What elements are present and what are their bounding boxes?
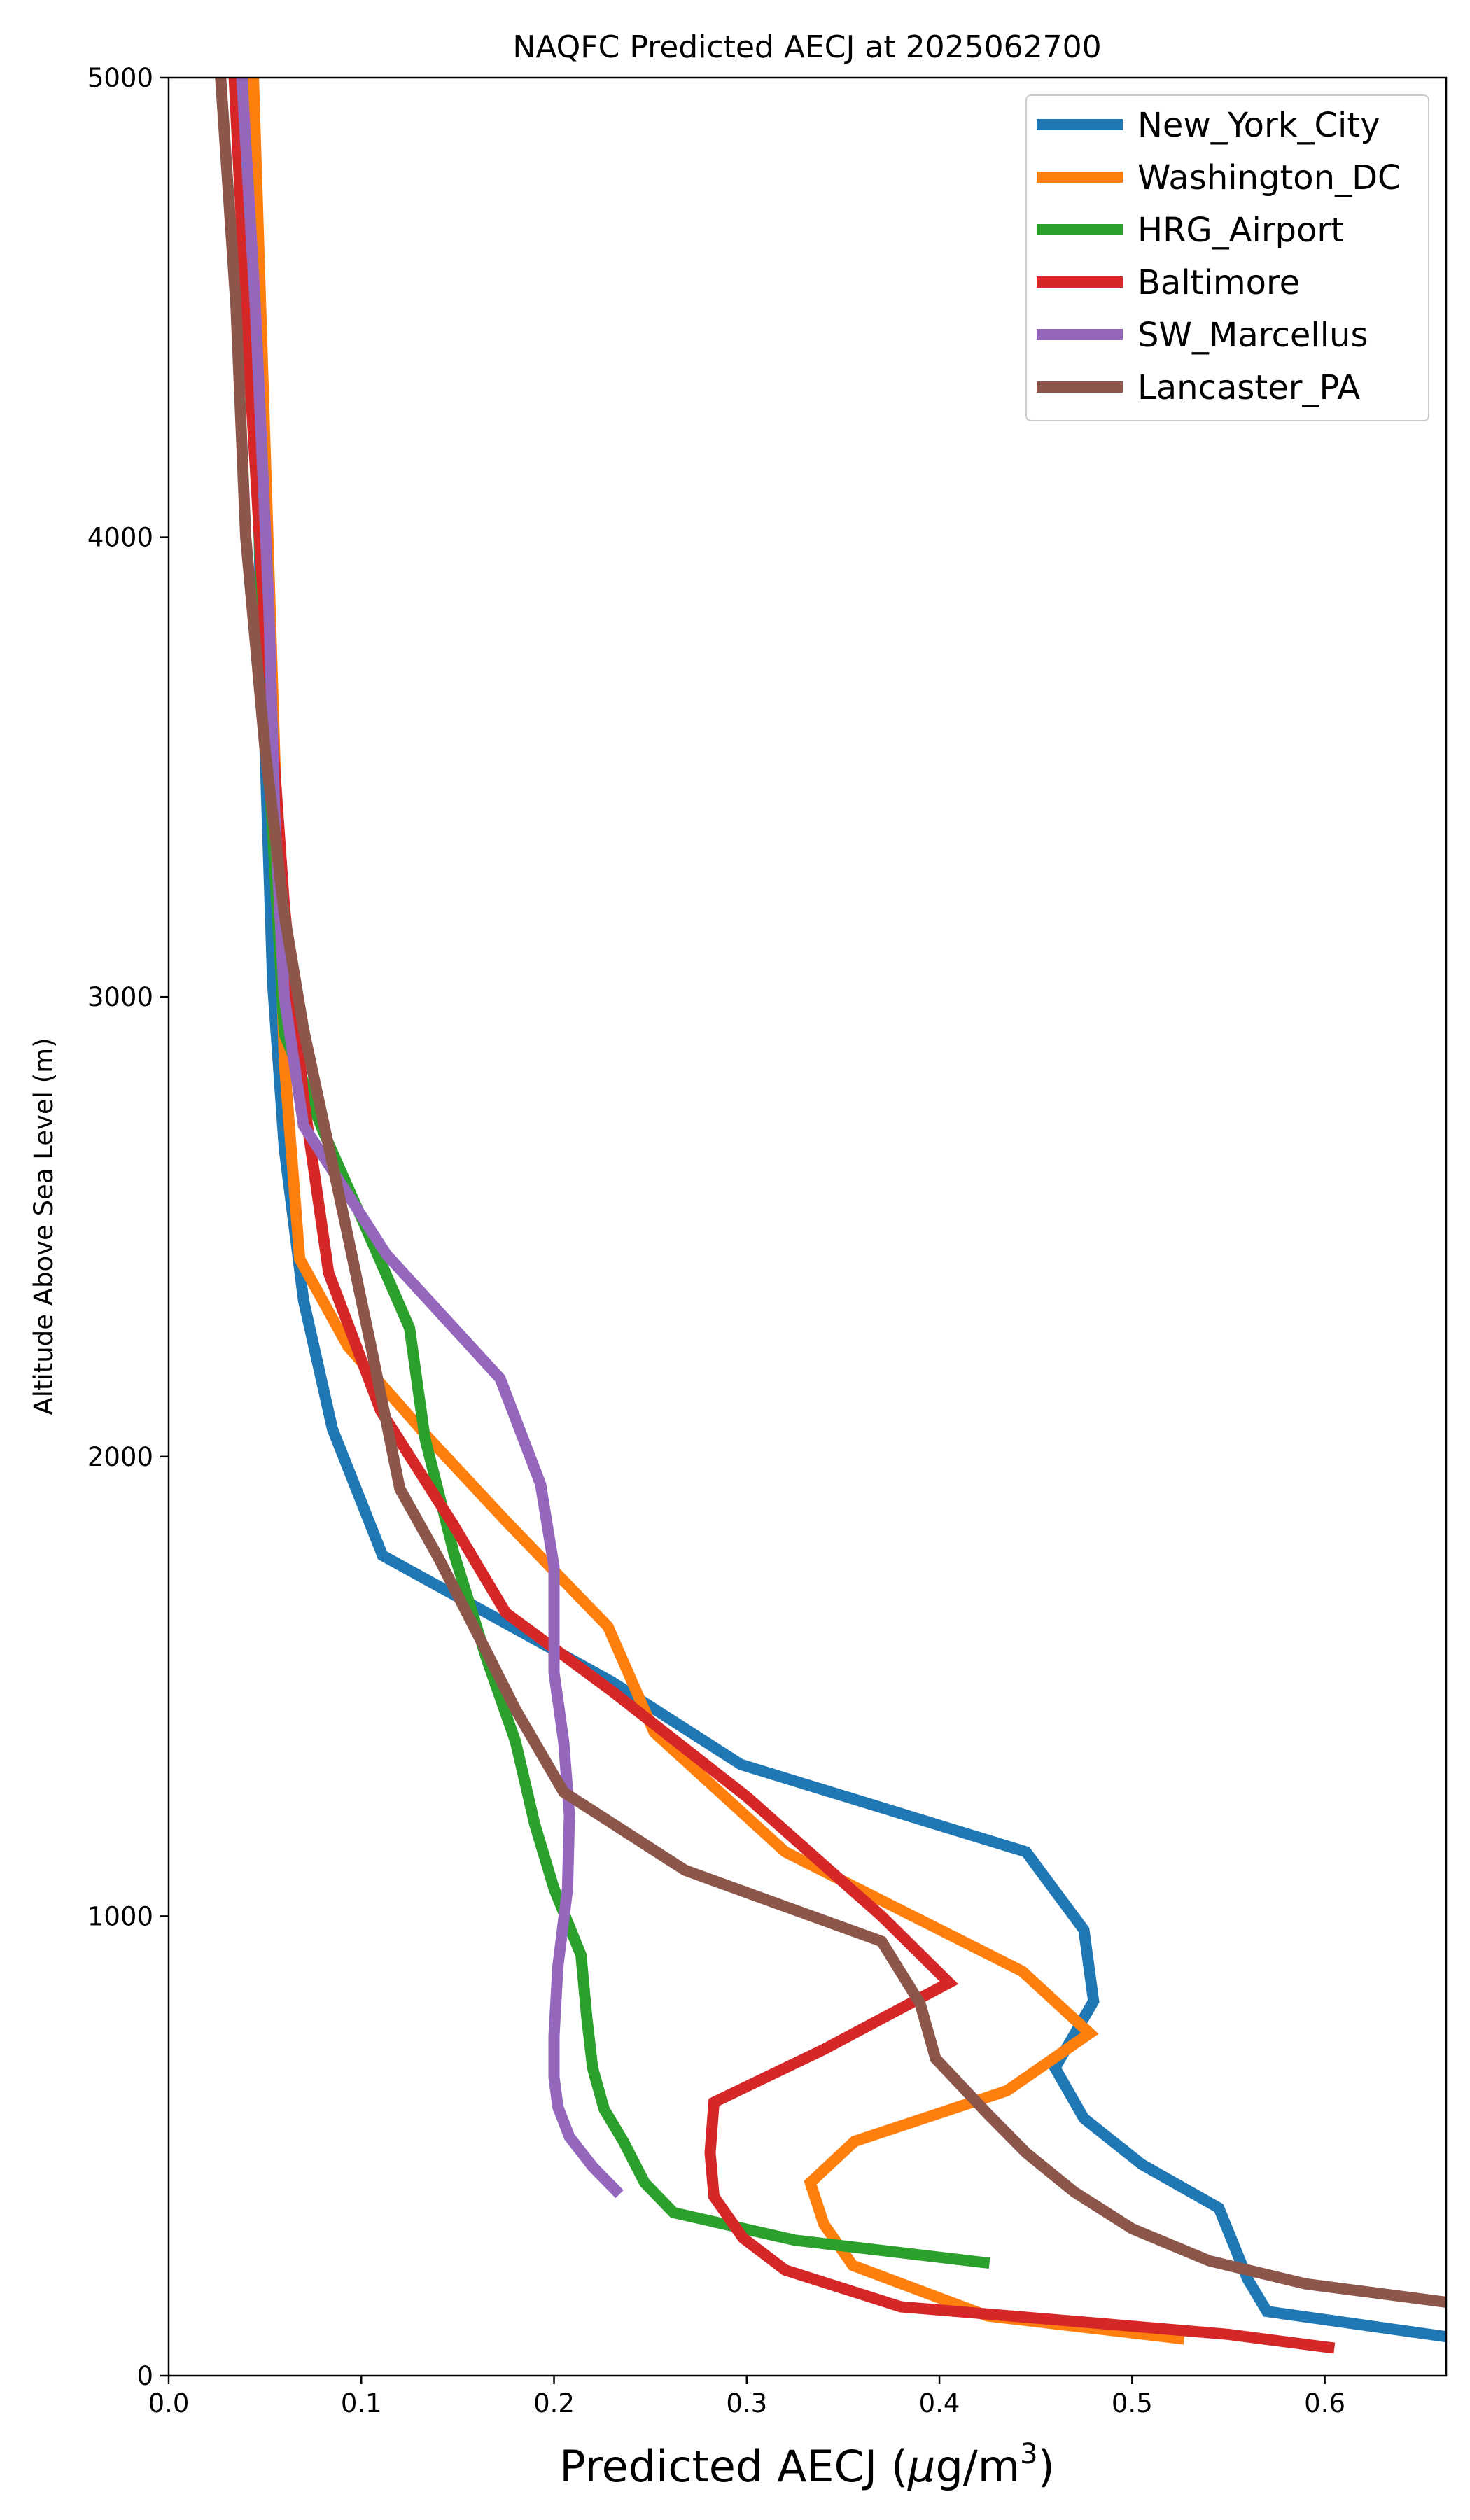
x-axis-label-main: Predicted AECJ ( — [559, 2441, 908, 2492]
x-axis-label-sup: 3 — [1020, 2438, 1037, 2470]
legend-label: SW_Marcellus — [1138, 316, 1368, 355]
x-tick-label: 0.4 — [919, 2388, 960, 2418]
legend-label: HRG_Airport — [1138, 211, 1344, 250]
x-axis-label: Predicted AECJ (μg/m3) — [559, 2438, 1055, 2492]
x-tick-label: 0.5 — [1112, 2388, 1153, 2418]
series-line-new-york-city — [244, 78, 1446, 2343]
legend-label: New_York_City — [1138, 106, 1380, 145]
x-tick-label: 0.2 — [533, 2388, 575, 2418]
x-axis-label-close: ) — [1038, 2441, 1055, 2492]
x-tick-label: 0.3 — [726, 2388, 767, 2418]
x-tick-label: 0.0 — [148, 2388, 190, 2418]
y-tick-label: 1000 — [88, 1901, 153, 1931]
series-lines — [215, 78, 1446, 2354]
y-tick-label: 5000 — [88, 63, 153, 93]
series-line-lancaster-pa — [215, 78, 1446, 2308]
legend: New_York_City Washington_DC HRG_Airport Bal… — [1026, 94, 1429, 421]
y-tick-label: 3000 — [88, 982, 153, 1012]
y-tick-label: 0 — [136, 2361, 153, 2391]
x-axis-ticks: 0.0 0.1 0.2 0.3 0.4 0.5 0.6 — [148, 2376, 1345, 2418]
y-axis-label: Altitude Above Sea Level (m) — [29, 1037, 59, 1415]
x-axis-label-unit: g/m — [935, 2441, 1020, 2492]
legend-label: Washington_DC — [1138, 158, 1401, 197]
legend-box — [1026, 94, 1429, 421]
chart-title: NAQFC Predicted AECJ at 2025062700 — [512, 29, 1101, 65]
x-axis-label-mu: μ — [907, 2441, 935, 2492]
plot-frame — [167, 76, 1448, 2377]
legend-label: Lancaster_PA — [1138, 368, 1360, 407]
series-line-baltimore — [228, 78, 1336, 2354]
legend-label: Baltimore — [1138, 263, 1300, 302]
x-tick-label: 0.1 — [341, 2388, 382, 2418]
y-tick-label: 2000 — [88, 1442, 153, 1472]
y-axis-ticks: 0 1000 2000 3000 4000 5000 — [88, 63, 169, 2391]
x-tick-label: 0.6 — [1304, 2388, 1345, 2418]
y-tick-label: 4000 — [88, 523, 153, 553]
series-line-washington-dc — [248, 78, 1185, 2345]
